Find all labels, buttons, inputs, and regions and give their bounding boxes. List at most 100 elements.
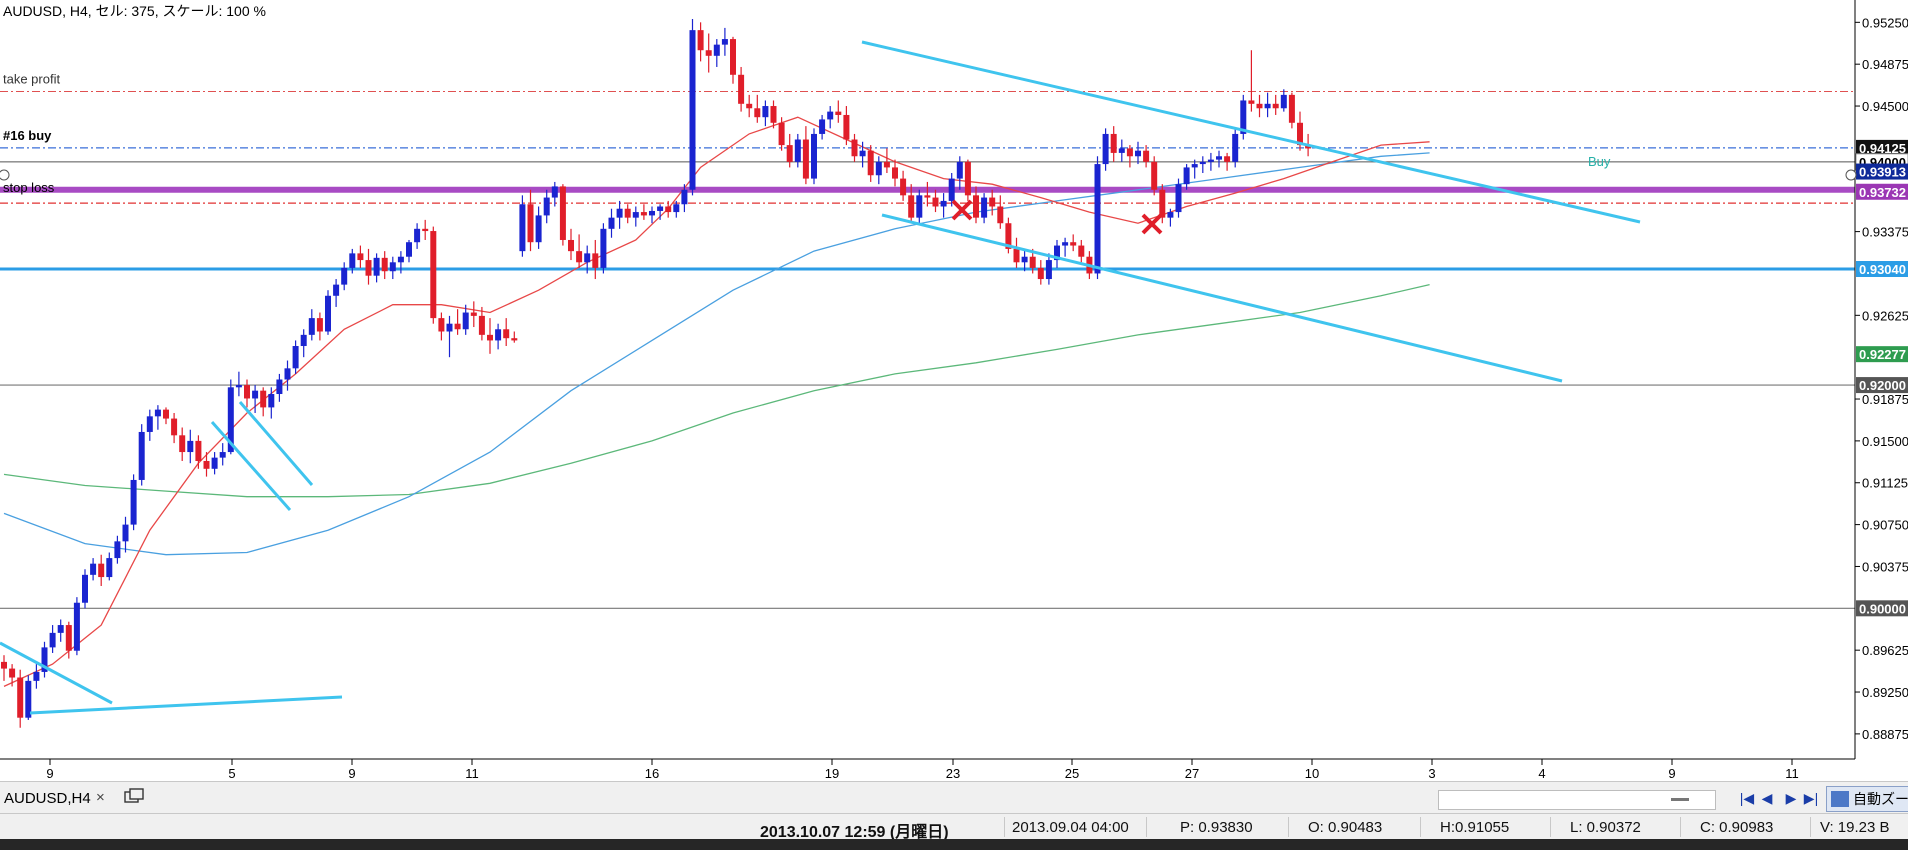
candle-body <box>1191 164 1198 168</box>
close-icon[interactable]: × <box>96 789 105 806</box>
cross-marker <box>1141 213 1163 235</box>
candle-body <box>1070 242 1077 246</box>
trend-line <box>238 401 314 486</box>
candle-body <box>495 329 502 341</box>
x-tick-label: 11 <box>1785 766 1799 781</box>
candle-body <box>608 217 615 229</box>
trend-line <box>29 695 343 715</box>
candle-body <box>632 212 639 218</box>
candle-body <box>57 625 64 633</box>
chart-scrollbar[interactable] <box>1438 790 1716 810</box>
candle-body <box>1232 133 1239 162</box>
candle-body <box>1280 94 1287 109</box>
auto-zoom-label: 自動ズーム <box>1853 791 1908 807</box>
x-tick-label: 16 <box>645 766 659 781</box>
candle-body <box>1183 167 1190 185</box>
candle-body <box>924 195 931 198</box>
candle-body <box>568 239 574 252</box>
candle-body <box>1102 133 1109 165</box>
ma-fast-line <box>3 116 1430 687</box>
candle-body <box>908 195 915 218</box>
x-tick-label: 9 <box>46 766 53 781</box>
candle-body <box>900 178 907 196</box>
candle-body <box>1167 212 1174 218</box>
y-tick-label: 0.92625 <box>1862 308 1908 323</box>
scroll-last-icon[interactable]: ▶| <box>1803 790 1819 806</box>
candle-body <box>843 114 850 140</box>
candle-body <box>989 197 996 207</box>
candle-body <box>470 312 477 316</box>
auto-zoom-button[interactable]: 自動ズーム <box>1826 786 1908 812</box>
x-tick-label: 9 <box>1668 766 1675 781</box>
x-tick-label: 25 <box>1065 766 1079 781</box>
candle-body <box>316 318 323 332</box>
candle-body <box>17 677 24 718</box>
scroll-thumb[interactable] <box>1671 798 1689 801</box>
status-separator <box>1146 817 1147 837</box>
candle-body <box>535 215 542 243</box>
candle-body <box>624 208 631 218</box>
scroll-prev-icon[interactable]: ◀ <box>1761 790 1773 806</box>
status-current-time: 2013.10.07 12:59 (月曜日) <box>760 824 949 841</box>
candle-body <box>244 385 250 399</box>
candle-body <box>1135 150 1141 157</box>
candle-body <box>981 197 988 218</box>
candle-body <box>365 260 372 276</box>
candle-body <box>770 106 777 123</box>
price-label-box <box>1856 377 1908 394</box>
candle-body <box>673 204 680 213</box>
ma-mid-line <box>3 152 1430 556</box>
candle-body <box>1037 267 1044 280</box>
candle-body <box>478 315 485 335</box>
candle-body <box>1 661 7 669</box>
candle-body <box>422 228 429 232</box>
candle-body <box>600 228 607 268</box>
scroll-next-icon[interactable]: ▶ <box>1785 790 1797 806</box>
candle-body <box>268 394 275 408</box>
candle-body <box>681 189 688 205</box>
candle-body <box>1005 223 1012 249</box>
candle-body <box>1207 159 1214 162</box>
candle-body <box>114 541 121 559</box>
x-tick-label: 11 <box>465 766 479 781</box>
chart-tab-label[interactable]: AUDUSD,H4 <box>4 790 91 807</box>
candle-body <box>997 206 1004 224</box>
window-icon[interactable] <box>124 788 144 804</box>
candle-body <box>1021 256 1028 263</box>
candle-body <box>122 524 129 542</box>
candle-body <box>1110 133 1117 153</box>
taskbar-strip <box>0 839 1908 850</box>
candle-body <box>778 122 785 146</box>
price-label-text: 0.93913 <box>1859 165 1906 180</box>
y-tick-label: 0.93375 <box>1862 225 1908 240</box>
status-bar: 2013.10.07 12:59 (月曜日) 2013.09.04 04:00 … <box>0 813 1908 841</box>
trend-line <box>861 40 1641 224</box>
candle-body <box>892 167 898 179</box>
candle-body <box>932 197 939 207</box>
candle-body <box>657 206 664 211</box>
candle-body <box>235 385 242 388</box>
price-label-box <box>1856 346 1908 363</box>
candle-body <box>543 197 550 216</box>
candle-body <box>211 457 218 469</box>
candle-body <box>82 574 88 603</box>
candle-body <box>973 195 979 218</box>
candle-body <box>819 119 826 134</box>
candle-body <box>964 161 971 196</box>
candle-body <box>592 253 599 268</box>
right-handle[interactable] <box>1845 169 1857 181</box>
candle-body <box>1224 156 1231 162</box>
left-handle[interactable] <box>0 169 10 181</box>
candle-body <box>762 106 769 118</box>
candle-body <box>802 139 809 179</box>
scroll-first-icon[interactable]: |◀ <box>1739 790 1755 806</box>
candle-body <box>640 212 647 216</box>
candle-body <box>1175 184 1182 213</box>
candle-body <box>1062 242 1069 246</box>
x-tick-label: 19 <box>825 766 839 781</box>
candle-body <box>41 647 48 672</box>
chart-tab-bar: AUDUSD,H4 × |◀ ◀ ▶ ▶| 自動ズーム <box>0 781 1908 814</box>
y-tick-label: 0.90750 <box>1862 518 1908 533</box>
y-tick-label: 0.89625 <box>1862 643 1908 658</box>
